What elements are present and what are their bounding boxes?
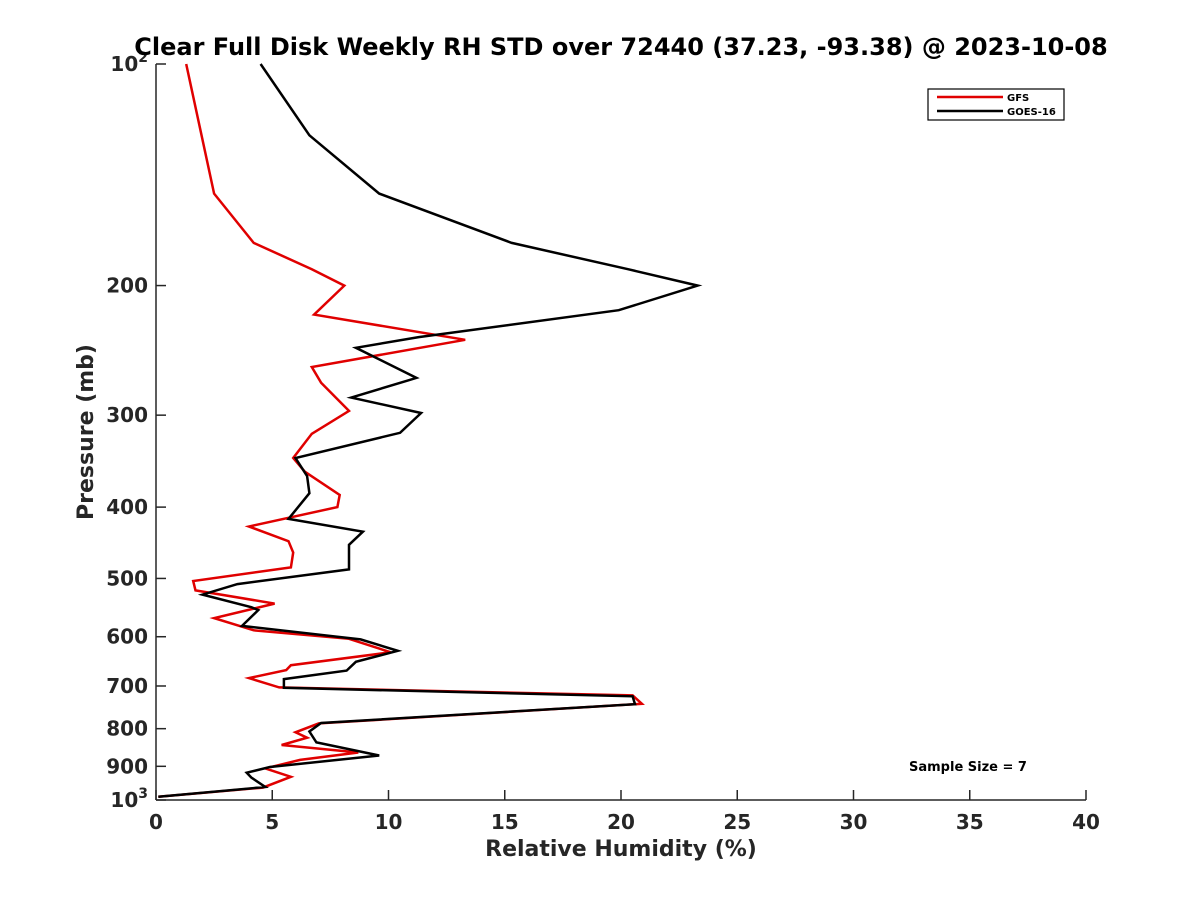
legend-box <box>927 88 1065 121</box>
x-tick-label: 30 <box>840 810 868 834</box>
y-tick-label: 300 <box>106 403 148 427</box>
x-tick-label: 20 <box>607 810 635 834</box>
series-line-gfs <box>158 63 645 799</box>
x-tick-label: 10 <box>375 810 403 834</box>
x-ticks: 0 5 10 15 20 25 30 35 40 <box>149 790 1100 834</box>
legend: GFS GOES-16 <box>927 88 1065 121</box>
series-layer <box>158 63 703 799</box>
axes-layer <box>155 64 1086 801</box>
y-tick-label: 400 <box>106 495 148 519</box>
y-tick-label: 500 <box>106 566 148 590</box>
x-axis-label: Relative Humidity (%) <box>485 837 757 862</box>
y-tick-label: 800 <box>106 717 148 741</box>
legend-label-goes16: GOES-16 <box>1007 107 1056 118</box>
x-tick-label: 40 <box>1072 810 1100 834</box>
y-tick-label: 200 <box>106 274 148 298</box>
y-tick-label: 103 <box>110 786 148 812</box>
x-tick-label: 35 <box>956 810 984 834</box>
legend-label-gfs: GFS <box>1007 93 1029 104</box>
x-tick-label: 0 <box>149 810 163 834</box>
chart-title: Clear Full Disk Weekly RH STD over 72440… <box>134 33 1107 61</box>
y-tick-label: 600 <box>106 625 148 649</box>
series-line-goes16 <box>158 63 703 799</box>
x-tick-label: 5 <box>265 810 279 834</box>
x-tick-label: 25 <box>723 810 751 834</box>
x-tick-label: 15 <box>491 810 519 834</box>
y-axis-label: Pressure (mb) <box>74 344 99 520</box>
y-tick-label: 900 <box>106 754 148 778</box>
y-tick-label: 700 <box>106 674 148 698</box>
y-tick-label: 102 <box>110 50 148 76</box>
y-ticks: 102 200 300 400 500 600 700 800 900 103 <box>106 50 166 812</box>
sample-size-annotation: Sample Size = 7 <box>909 760 1027 775</box>
